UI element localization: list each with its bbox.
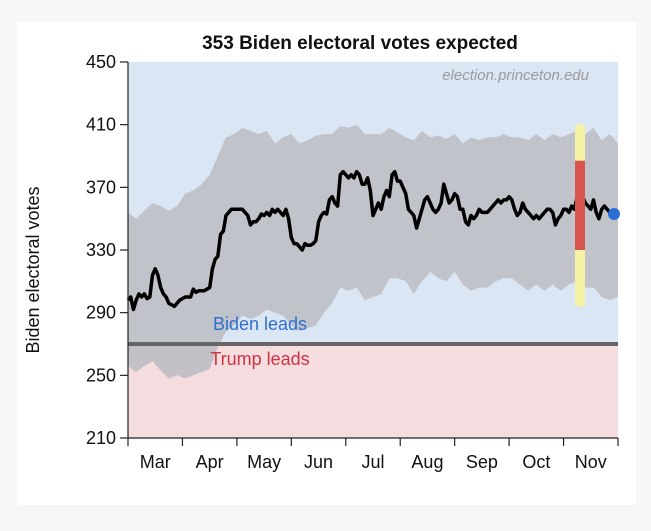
y-tick-label-410: 410 [86,115,116,135]
chart-card: 210 250 290 330 370 410 450 Mar Apr May Jun Jul Aug S… [17,22,636,505]
y-tick-label-370: 370 [86,177,116,197]
x-tick-label-mar: Mar [140,452,171,472]
chart-svg: 210 250 290 330 370 410 450 Mar Apr May Jun Jul Aug S… [23,33,620,472]
forecast-inner-bar [575,160,585,250]
x-tick-label-oct: Oct [522,452,550,472]
median-line [126,169,618,312]
forecast-layer [575,124,620,307]
x-tick-label-aug: Aug [411,452,443,472]
y-tick-label-450: 450 [86,52,116,72]
trump-leads-label: Trump leads [210,349,309,369]
x-tick-label-sep: Sep [466,452,498,472]
y-tick-label-330: 330 [86,240,116,260]
y-axis-label: Biden electoral votes [23,186,43,353]
band-layer [128,124,618,379]
chart-title: 353 Biden electoral votes expected [202,33,518,54]
current-point [608,207,620,220]
x-tick-label-jul: Jul [361,452,384,472]
x-tick-label-jun: Jun [304,452,333,472]
y-tick-label-290: 290 [86,303,116,323]
y-tick-label-250: 250 [86,365,116,385]
median-layer [126,169,618,312]
y-tick-label-210: 210 [86,428,116,448]
watermark: election.princeton.edu [442,67,589,84]
biden-leads-label: Biden leads [213,314,307,334]
axes-layer: 210 250 290 330 370 410 450 Mar Apr May Jun Jul Aug S… [86,52,619,472]
x-tick-label-apr: Apr [196,452,224,472]
uncertainty-band [128,124,618,379]
x-tick-label-nov: Nov [575,452,607,472]
x-tick-label-may: May [247,452,281,472]
